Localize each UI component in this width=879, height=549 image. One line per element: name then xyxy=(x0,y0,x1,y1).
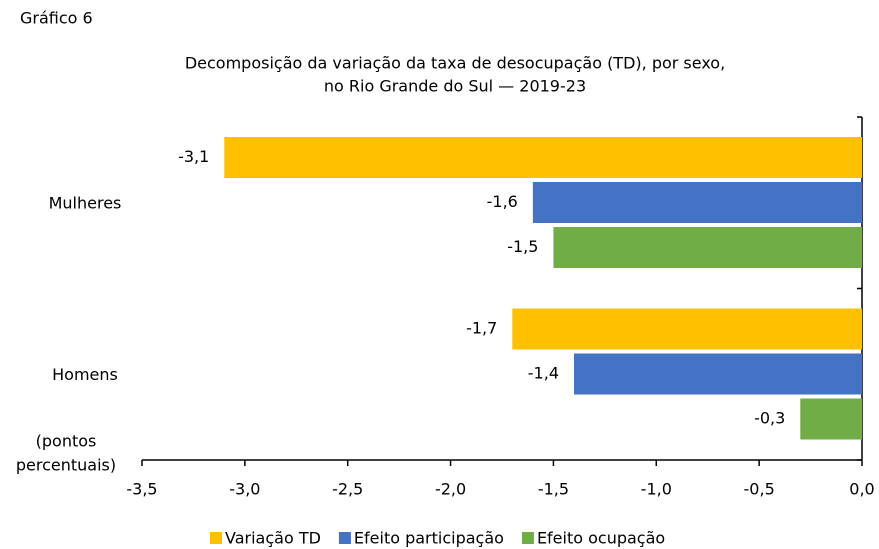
x-tick-label: -3,5 xyxy=(126,480,157,499)
bar xyxy=(224,137,863,178)
legend-swatch xyxy=(338,532,351,544)
value-label: -0,3 xyxy=(754,409,785,428)
bar xyxy=(553,227,862,268)
x-tick-label: -2,5 xyxy=(332,480,363,499)
bar xyxy=(800,398,862,440)
value-label: -1,4 xyxy=(528,364,559,383)
value-label: -1,7 xyxy=(466,319,497,338)
value-label: -1,5 xyxy=(507,237,538,256)
value-label: -1,6 xyxy=(487,192,518,211)
value-label: -3,1 xyxy=(178,147,209,166)
chart-title: Decomposição da variação da taxa de deso… xyxy=(185,54,725,73)
chart-label: Gráfico 6 xyxy=(20,9,93,28)
bar xyxy=(574,353,862,395)
x-axis-label: percentuais) xyxy=(16,456,116,475)
legend-label: Variação TD xyxy=(225,529,321,548)
bar xyxy=(512,308,862,350)
x-tick-label: -1,0 xyxy=(641,480,672,499)
legend-swatch xyxy=(210,532,222,544)
legend-label: Efeito participação xyxy=(354,529,504,548)
bar xyxy=(532,182,862,223)
legend-label: Efeito ocupação xyxy=(537,529,665,548)
category-label: Mulheres xyxy=(49,193,122,212)
x-tick-label: -2,0 xyxy=(435,480,466,499)
x-tick-label: -3,0 xyxy=(229,480,260,499)
chart-title: no Rio Grande do Sul — 2019-23 xyxy=(324,77,586,96)
x-tick-label: 0,0 xyxy=(849,480,874,499)
x-tick-label: -1,5 xyxy=(538,480,569,499)
category-label: Homens xyxy=(52,365,118,384)
x-tick-label: -0,5 xyxy=(744,480,775,499)
x-axis-label: (pontos xyxy=(36,432,97,451)
legend-swatch xyxy=(521,532,534,544)
